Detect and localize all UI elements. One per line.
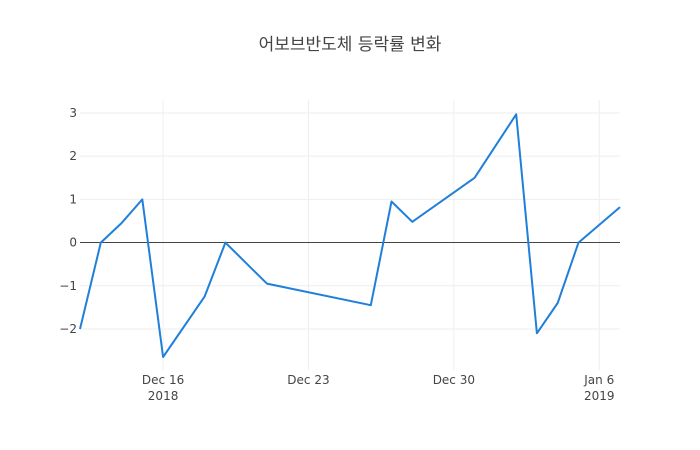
axis-layer: Dec 16 2018 Dec 23 Dec 30 Jan 6 2019 3 2 1 0 −1 −2: [59, 106, 614, 403]
grid-layer: [80, 100, 620, 370]
x-tick-label: Dec 16: [142, 373, 184, 387]
x-tick-year-label: 2018: [148, 389, 179, 403]
x-tick-label: Jan 6: [583, 373, 614, 387]
y-tick-label: 0: [69, 236, 77, 250]
y-tick-label: 2: [69, 149, 77, 163]
x-tick-label: Dec 30: [433, 373, 475, 387]
y-tick-label: 3: [69, 106, 77, 120]
x-tick-label: Dec 23: [287, 373, 329, 387]
chart-title: 어보브반도체 등락률 변화: [259, 35, 442, 55]
series-line: [79, 113, 621, 358]
y-tick-label: −1: [59, 279, 77, 293]
y-tick-label: −2: [59, 322, 77, 336]
y-tick-label: 1: [69, 192, 77, 206]
series-layer: [79, 113, 621, 358]
x-tick-year-label: 2019: [584, 389, 615, 403]
